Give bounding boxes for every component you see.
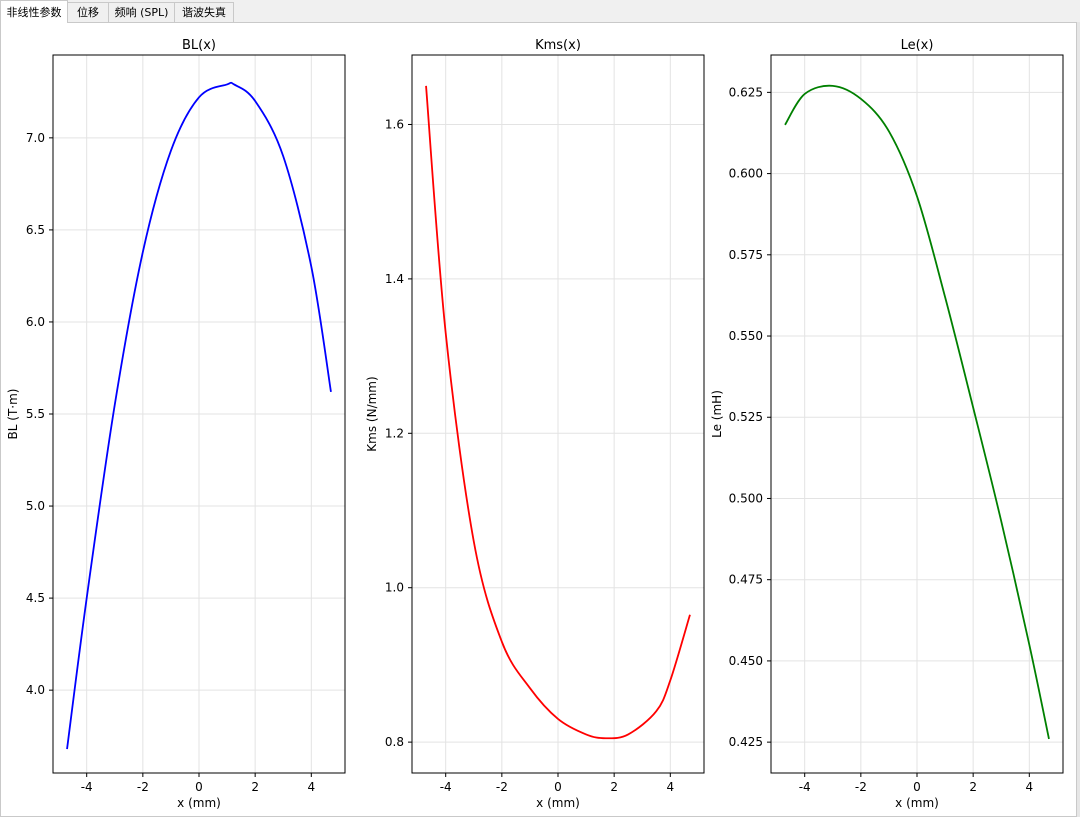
chart-1-xtick-label-0: -4 [81,780,93,794]
chart-1-xtick-label-4: 4 [307,780,315,794]
chart-1-ytick-label-6: 7.0 [26,131,45,145]
chart-2-xtick-label-1: -2 [496,780,508,794]
chart-2-xtick-label-0: -4 [440,780,452,794]
chart-3-ytick-label-8: 0.625 [729,85,763,99]
chart-2-ytick-label-1: 1.0 [385,581,404,595]
figure-canvas: -4 -2 0 2 4 4.0 4.5 5.0 5.5 6.0 6.5 7.0 BL(x) x (mm) B… [6,38,1064,810]
chart-1-ytick-label-2: 5.0 [26,499,45,513]
chart-1-xlabel: x (mm) [177,796,221,810]
chart-3-ytick-label-5: 0.550 [729,329,763,343]
chart-2-xtick-label-3: 2 [610,780,618,794]
chart-2-ytick-label-2: 1.2 [385,426,404,440]
chart-1-xtick-label-1: -2 [137,780,149,794]
chart-2-title: Kms(x) [535,38,581,53]
tab-displacement[interactable]: 位移 [67,2,109,22]
chart-2-ytick-label-3: 1.4 [385,272,404,286]
chart-2-xlabel: x (mm) [536,796,580,810]
chart-3-xtick-label-4: 4 [1025,780,1033,794]
chart-1-xtick-label-3: 2 [251,780,259,794]
tab-frequency-response[interactable]: 频响 (SPL) [108,2,175,22]
chart-2-series-line [425,85,691,740]
tab-nonlinear-params[interactable]: 非线性参数 [0,0,68,23]
chart-2-ylabel: Kms (N/mm) [365,376,379,451]
chart-3-axes-frame [770,54,1064,774]
chart-2-axes-frame [411,54,705,774]
chart-2-ytick-label-4: 1.6 [385,117,404,131]
chart-1-ylabel: BL (T·m) [6,389,20,440]
chart-1-xtick-label-2: 0 [195,780,203,794]
tab-bar: 非线性参数 位移 频响 (SPL) 谐波失真 [0,0,1080,23]
chart-3-ytick-label-4: 0.525 [729,410,763,424]
tab-harmonic-distortion[interactable]: 谐波失真 [174,2,234,22]
chart-3-xtick-label-2: 0 [913,780,921,794]
chart-3-ytick-label-2: 0.475 [729,573,763,587]
chart-3-series-line [784,84,1050,740]
chart-3-ylabel: Le (mH) [710,390,724,438]
chart-1-ytick-label-0: 4.0 [26,683,45,697]
tab-content-panel: -4 -2 0 2 4 4.0 4.5 5.0 5.5 6.0 6.5 7.0 BL(x) x (mm) B… [0,22,1077,817]
chart-3-ytick-label-3: 0.500 [729,491,763,505]
chart-1-title: BL(x) [182,38,216,53]
chart-3-xtick-label-0: -4 [799,780,811,794]
chart-1-ytick-label-3: 5.5 [26,407,45,421]
chart-3-xtick-label-1: -2 [855,780,867,794]
chart-1-ytick-label-5: 6.5 [26,223,45,237]
chart-3-ytick-label-6: 0.575 [729,248,763,262]
chart-1-axes-frame [52,54,346,774]
chart-3-ytick-label-0: 0.425 [729,735,763,749]
chart-3-ytick-label-1: 0.450 [729,654,763,668]
chart-1-ytick-label-4: 6.0 [26,315,45,329]
chart-1-ytick-label-1: 4.5 [26,591,45,605]
chart-2-xtick-label-4: 4 [666,780,674,794]
chart-2-ytick-label-0: 0.8 [385,735,404,749]
chart-2-xtick-label-2: 0 [554,780,562,794]
chart-3-title: Le(x) [901,38,934,53]
window-edge [1077,22,1080,817]
chart-3-xtick-label-3: 2 [969,780,977,794]
chart-3-ytick-label-7: 0.600 [729,167,763,181]
chart-1-series-line [66,81,332,750]
chart-3-xlabel: x (mm) [895,796,939,810]
